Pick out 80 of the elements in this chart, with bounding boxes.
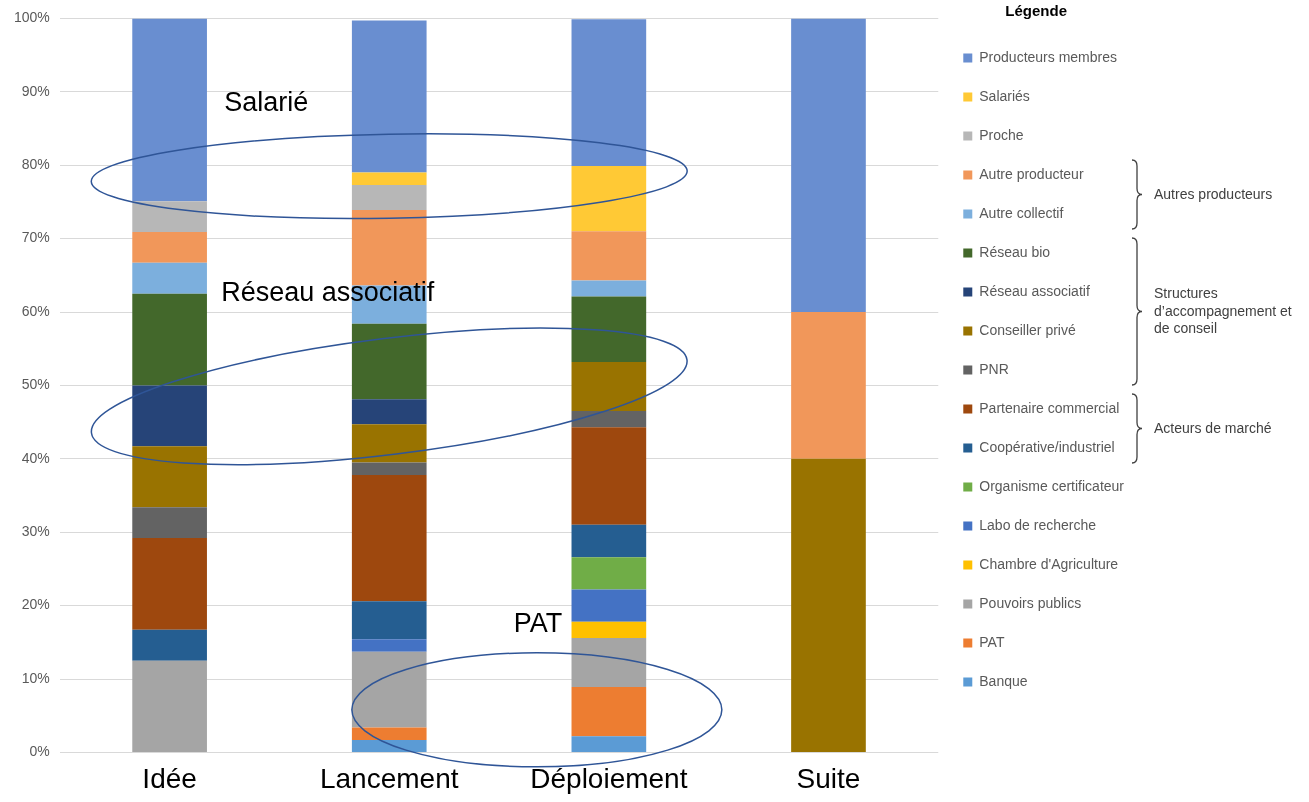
legend-label: Autre producteur: [979, 165, 1084, 182]
legend-label: Organisme certificateur: [979, 477, 1125, 494]
bar: [351, 399, 427, 425]
bar: [132, 660, 207, 752]
bar: [571, 557, 647, 590]
bar: [571, 736, 647, 752]
bar: [571, 231, 647, 281]
bar: [571, 165, 647, 232]
bar: [351, 323, 427, 400]
legend-label: Partenaire commercial: [979, 399, 1120, 416]
bar: [351, 727, 427, 740]
y-tick-label: 0%: [29, 743, 50, 760]
x-tick-label: Suite: [796, 762, 861, 794]
text: Structures d’accompagnement et de conseil: [1154, 285, 1293, 338]
bar: [571, 19, 647, 166]
legend-label: Labo de recherche: [979, 516, 1097, 533]
bar: [571, 280, 647, 297]
legend-title: Légende: [1005, 1, 1067, 19]
y-tick-label: 20%: [21, 596, 50, 613]
bar: [351, 739, 427, 752]
bar: [791, 18, 866, 312]
legend-label: Proche: [979, 126, 1024, 143]
y-tick-label: 100%: [13, 9, 50, 26]
bar: [351, 639, 427, 652]
legend-label: Producteurs membres: [979, 48, 1117, 65]
y-tick-label: 80%: [21, 156, 50, 173]
bar: [132, 18, 207, 202]
bar: [132, 201, 207, 232]
bar: [571, 296, 647, 362]
y-tick-label: 60%: [21, 302, 50, 319]
annotation: Salarié: [224, 86, 309, 118]
bar: [132, 385, 207, 447]
bar: [351, 185, 427, 210]
legend-label: Chambre d'Agriculture: [979, 555, 1119, 572]
bar: [351, 651, 427, 728]
legend-label: PAT: [979, 633, 1005, 650]
bar: [571, 687, 647, 737]
bar: [132, 446, 207, 508]
bar: [351, 474, 427, 602]
bar: [351, 172, 427, 186]
bar: [571, 411, 647, 428]
bar: [351, 424, 427, 463]
x-tick-label: Idée: [142, 762, 197, 794]
y-tick-label: 30%: [21, 523, 50, 540]
bar: [132, 262, 207, 294]
bar: [351, 462, 427, 475]
bar: [132, 538, 207, 630]
legend-label: Coopérative/industriel: [979, 438, 1115, 455]
text: Acteurs de marché: [1154, 419, 1273, 437]
legend-label: Réseau associatif: [979, 282, 1090, 299]
x-tick-label: Déploiement: [530, 762, 688, 794]
bar: [791, 312, 866, 459]
legend-label: Réseau bio: [979, 243, 1051, 260]
legend-label: Pouvoirs publics: [979, 594, 1082, 611]
annotation: PAT: [513, 607, 563, 639]
y-tick-label: 90%: [21, 82, 50, 99]
bar: [132, 293, 207, 386]
bar: [132, 629, 207, 661]
bar: [571, 524, 647, 558]
bar: [132, 507, 207, 539]
legend-label: Banque: [979, 672, 1028, 689]
bar: [571, 621, 647, 638]
text: Autres producteurs: [1154, 185, 1274, 203]
y-tick-label: 50%: [21, 376, 50, 393]
bar: [571, 589, 647, 622]
legend-label: PNR: [979, 360, 1009, 377]
legend-label: Conseiller privé: [979, 321, 1076, 338]
bar: [132, 231, 207, 263]
bar: [351, 601, 427, 640]
bar: [571, 361, 647, 412]
legend-label: Salariés: [979, 87, 1030, 104]
bar: [571, 637, 647, 688]
y-tick-label: 10%: [21, 669, 50, 686]
bar: [791, 458, 866, 752]
y-tick-label: 70%: [21, 229, 50, 246]
y-tick-label: 40%: [21, 449, 50, 466]
bar: [351, 20, 427, 173]
bar: [571, 427, 647, 525]
legend-label: Autre collectif: [979, 204, 1064, 221]
x-tick-label: Lancement: [319, 762, 459, 794]
